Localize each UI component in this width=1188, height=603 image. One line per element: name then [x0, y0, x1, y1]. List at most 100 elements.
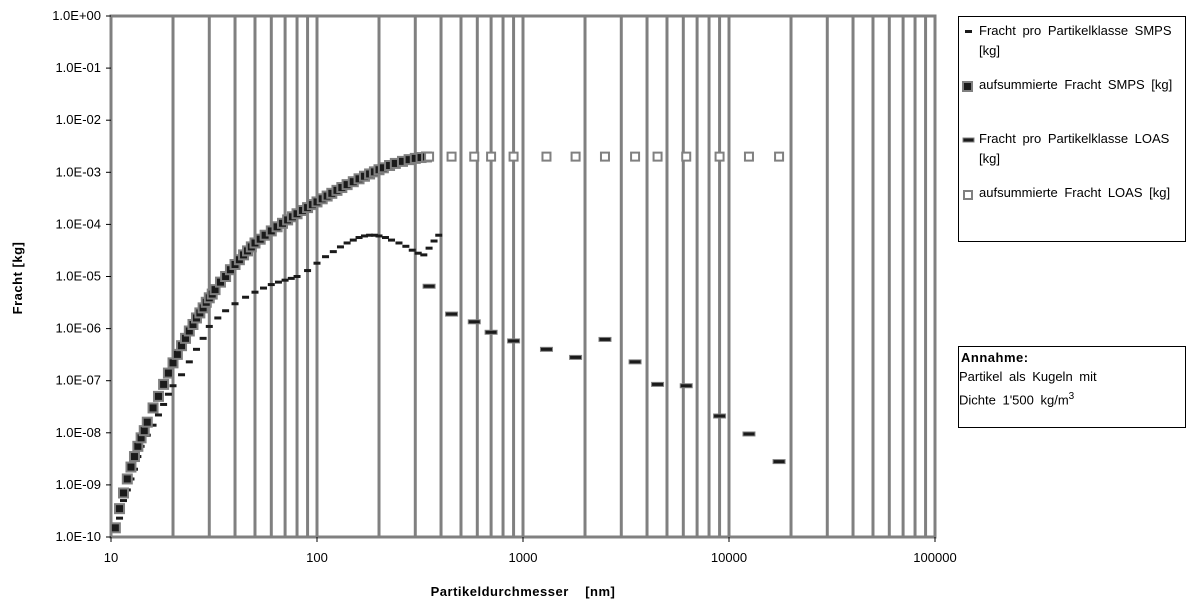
data-point — [467, 319, 481, 325]
data-point — [681, 151, 692, 162]
data-point — [260, 286, 268, 290]
legend-label: aufsummierte Fracht SMPS [kg] — [979, 77, 1173, 92]
y-tick-label: 1.0E+00 — [52, 8, 101, 23]
data-point — [313, 261, 321, 265]
data-point — [486, 151, 497, 162]
data-point — [599, 151, 610, 162]
data-point — [329, 250, 337, 254]
data-point — [231, 302, 239, 306]
data-point — [251, 290, 259, 294]
y-tick-label: 1.0E-09 — [55, 477, 101, 492]
data-point — [118, 487, 130, 499]
x-tick-label: 10 — [104, 550, 118, 565]
data-point — [652, 151, 663, 162]
data-point — [322, 255, 330, 259]
data-point — [425, 246, 433, 250]
data-marks — [109, 151, 786, 534]
data-point — [430, 239, 438, 243]
y-axis-title: Fracht [kg] — [10, 242, 25, 315]
series-1 — [109, 151, 432, 534]
hollow-square-marker-icon — [963, 190, 973, 200]
data-point — [116, 516, 124, 520]
data-point — [293, 275, 301, 278]
y-tick-label: 1.0E-03 — [55, 164, 101, 179]
data-point — [484, 329, 498, 335]
y-tick-label: 1.0E-02 — [55, 112, 101, 127]
data-point — [381, 236, 389, 240]
data-point — [395, 241, 403, 245]
data-point — [114, 503, 126, 515]
data-point — [154, 413, 162, 417]
x-axis-ticks: 10 100 1000 10000 100000 — [104, 537, 957, 565]
data-point — [160, 402, 168, 406]
data-point — [435, 233, 443, 237]
data-point — [162, 367, 174, 379]
y-tick-label: 1.0E-07 — [55, 373, 101, 388]
data-point — [469, 151, 480, 162]
data-point — [628, 359, 642, 365]
data-point — [414, 251, 422, 255]
y-tick-label: 1.0E-01 — [55, 60, 101, 75]
data-point — [651, 381, 665, 387]
data-point — [147, 402, 159, 414]
x-axis-title: Partikeldurchmesser [nm] — [431, 584, 616, 599]
data-point — [214, 316, 222, 320]
data-point — [402, 244, 410, 248]
data-point — [192, 347, 200, 351]
data-point — [205, 324, 213, 328]
data-point — [199, 336, 207, 340]
data-point — [185, 360, 193, 364]
data-point — [304, 269, 312, 273]
data-point — [169, 384, 177, 388]
data-point — [128, 451, 140, 463]
data-point — [360, 234, 368, 238]
note-line-2: Dichte 1'500 kg/m3 — [959, 391, 1074, 407]
data-point — [424, 151, 435, 162]
y-axis-ticks: 1.0E-10 1.0E-09 1.0E-08 1.0E-07 1.0E-06 1.0E-… — [52, 8, 111, 544]
data-point — [141, 416, 153, 428]
grid-lines — [171, 16, 928, 537]
data-point — [274, 280, 282, 284]
y-tick-label: 1.0E-06 — [55, 321, 101, 336]
data-point — [109, 522, 121, 534]
data-point — [287, 276, 295, 280]
data-point — [569, 354, 583, 360]
x-tick-label: 100000 — [913, 550, 956, 565]
data-point — [164, 392, 172, 396]
note-density: Dichte 1'500 kg/m — [959, 392, 1069, 408]
data-point — [772, 459, 786, 465]
data-point — [422, 283, 436, 289]
data-point — [149, 423, 157, 427]
y-tick-label: 1.0E-05 — [55, 269, 101, 284]
x-tick-label: 100 — [306, 550, 328, 565]
data-point — [742, 431, 756, 437]
series-0 — [116, 233, 443, 520]
data-point — [343, 241, 351, 245]
note-title: Annahme: — [961, 350, 1029, 365]
data-point — [281, 278, 289, 282]
legend-label: Fracht pro Partikelklasse SMPS [kg] — [979, 23, 1172, 58]
data-point — [120, 499, 128, 503]
legend: Fracht pro Partikelklasse SMPS [kg] aufs… — [958, 16, 1186, 242]
data-point — [171, 348, 183, 360]
data-point — [125, 461, 137, 473]
data-point — [370, 233, 378, 237]
legend-label: Fracht pro Partikelklasse LOAS [kg] — [979, 131, 1170, 166]
data-point — [679, 383, 693, 389]
series-2 — [422, 283, 786, 465]
data-point — [349, 238, 357, 242]
data-point — [388, 238, 396, 242]
wide-dash-marker-icon — [962, 137, 975, 143]
data-point — [508, 151, 519, 162]
y-tick-label: 1.0E-10 — [55, 529, 101, 544]
note-exponent: 3 — [1068, 391, 1075, 402]
data-point — [539, 346, 553, 352]
y-tick-label: 1.0E-04 — [55, 216, 101, 231]
dash-marker-icon — [965, 30, 972, 33]
data-point — [375, 234, 383, 238]
data-point — [121, 473, 133, 485]
legend-label: aufsummierte Fracht LOAS [kg] — [979, 185, 1171, 200]
data-point — [336, 245, 344, 249]
filled-square-marker-icon — [962, 81, 973, 92]
